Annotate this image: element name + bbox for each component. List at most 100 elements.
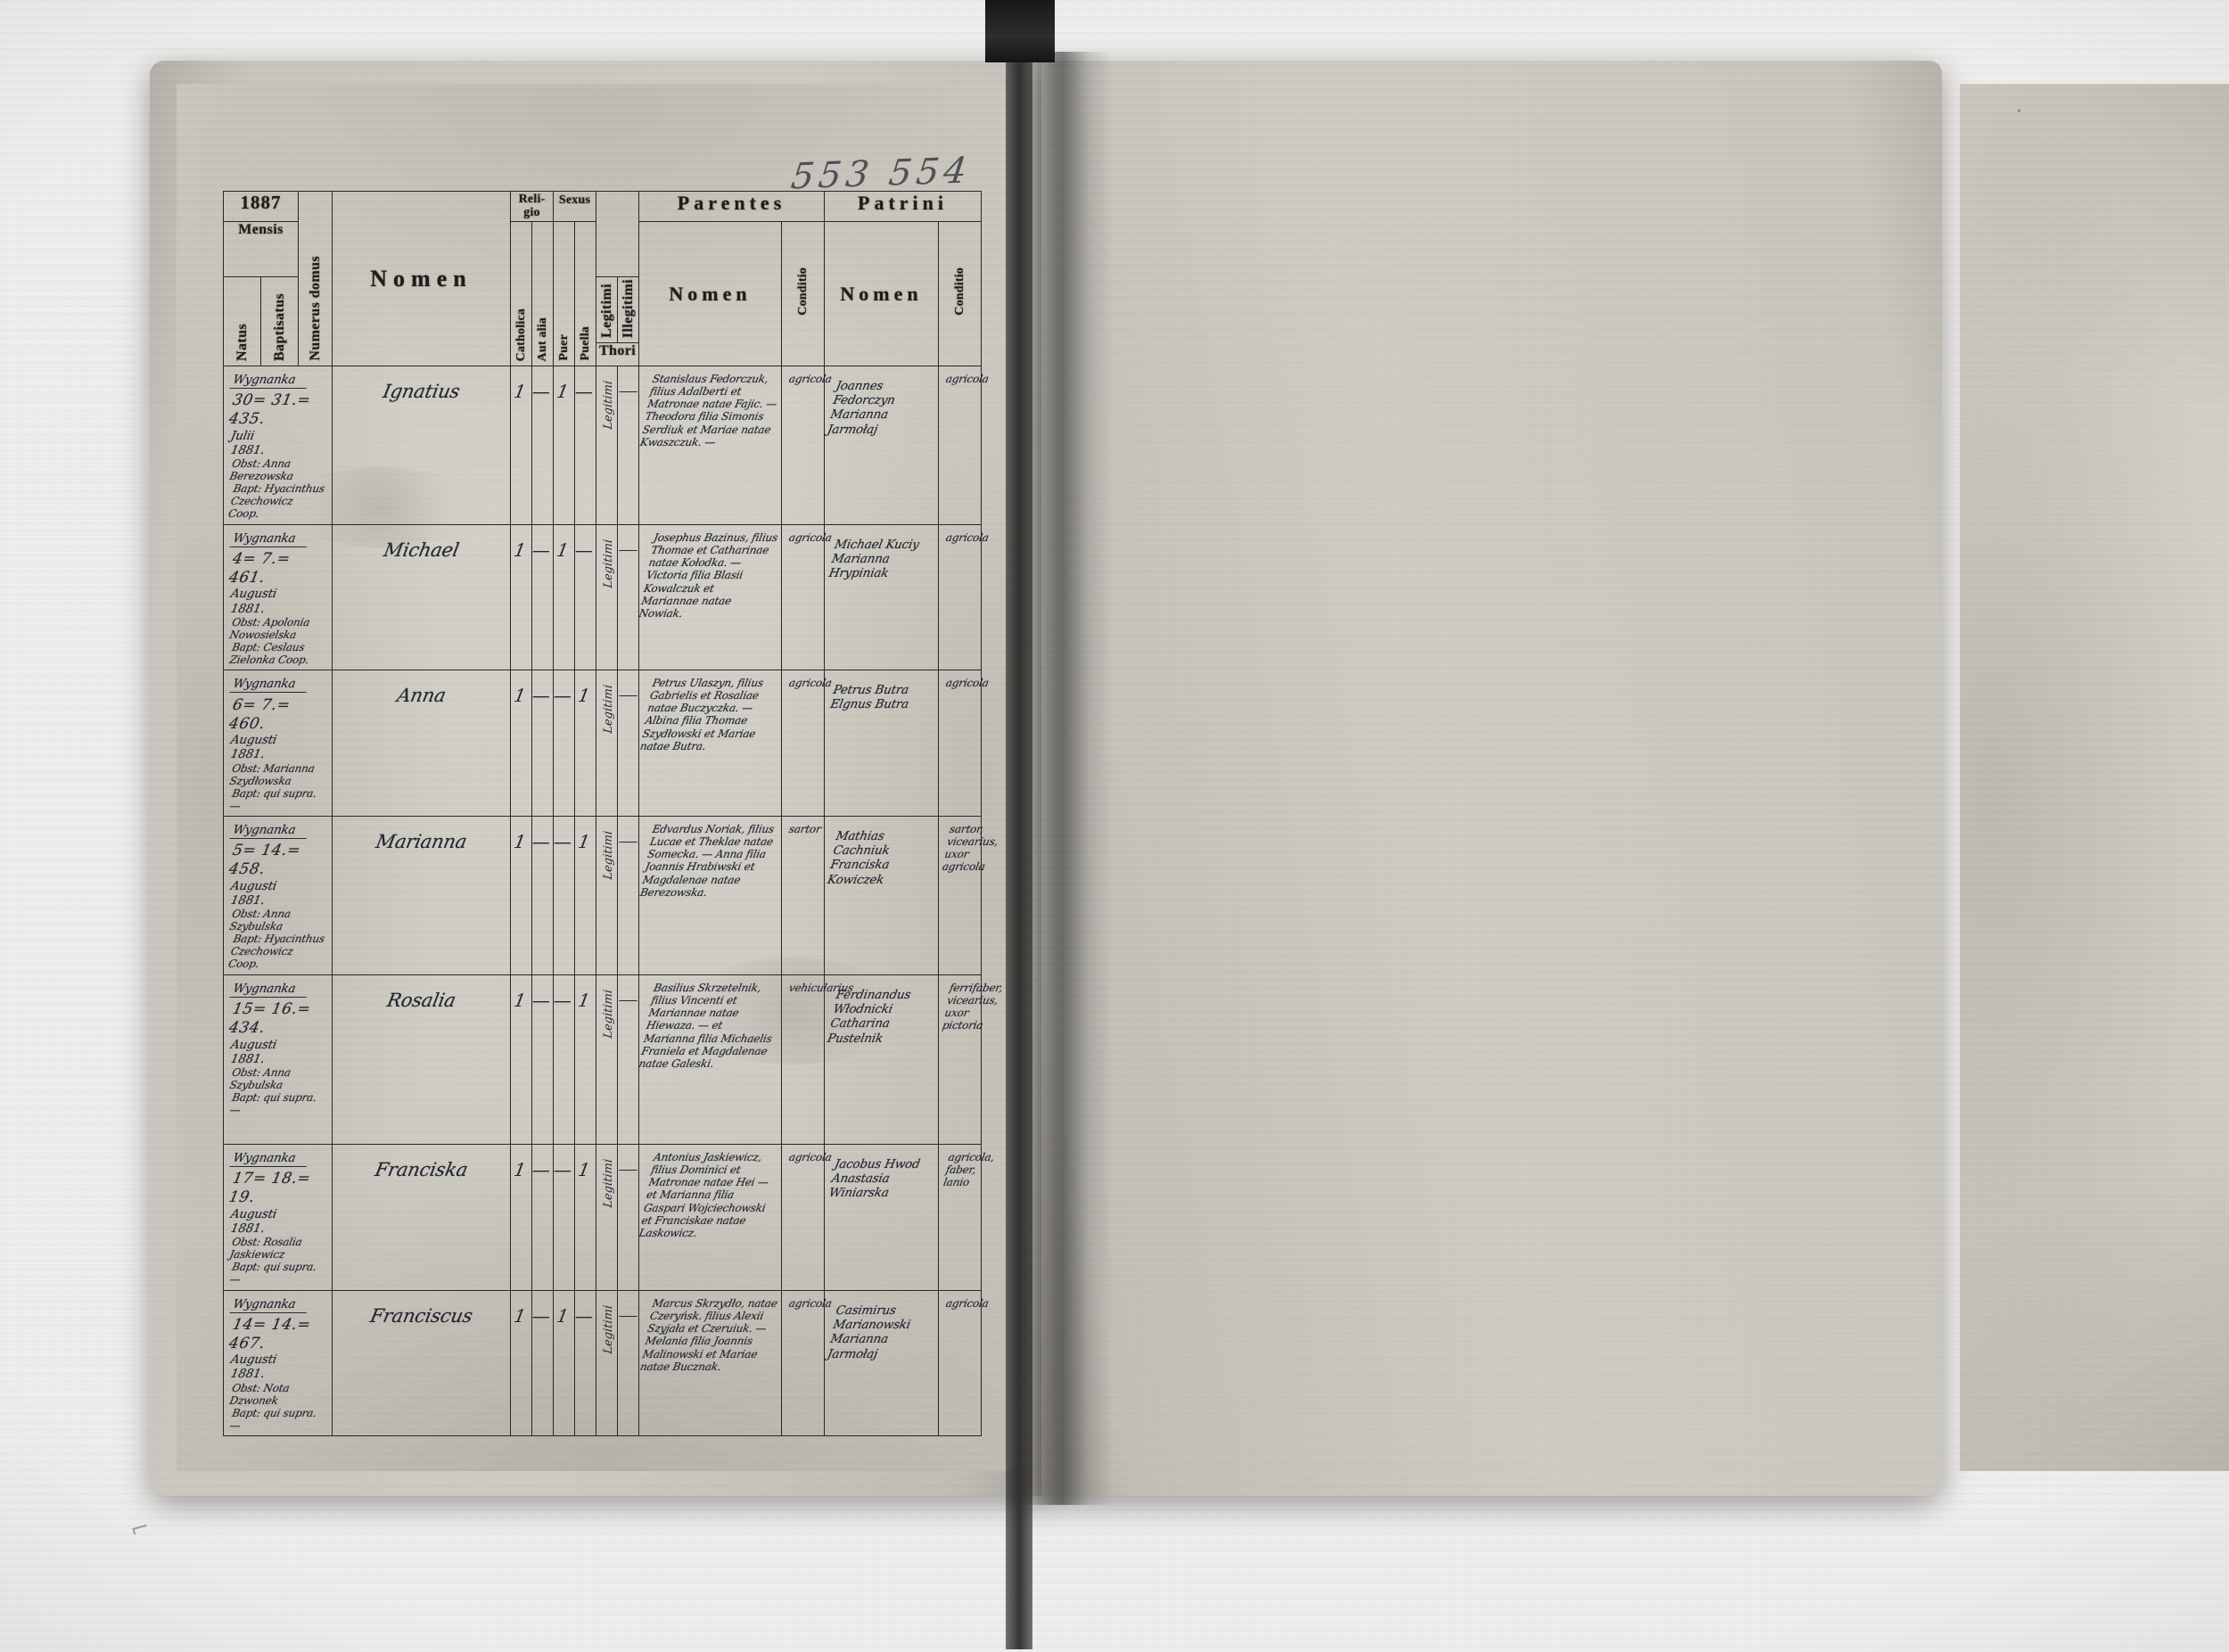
entry-aut-alia[interactable]: — — [531, 1289, 555, 1437]
entry-patrini-conditio[interactable]: agricola — [938, 670, 990, 818]
entry-legitimacy[interactable]: Legitimi — [596, 523, 619, 671]
entry-parentes[interactable]: Marcus Skrzydło, natae Czeryńsk. filius … — [638, 1289, 783, 1437]
entry-legitimacy[interactable]: Legitimi — [596, 816, 619, 975]
entry-thori[interactable]: — — [617, 1143, 640, 1291]
entry-parentes-conditio[interactable]: agricola — [781, 1289, 833, 1437]
entry-parentes-conditio[interactable]: vehicularius — [781, 974, 854, 1145]
entry-puer[interactable]: — — [552, 670, 576, 818]
entry-child-name[interactable]: Anna — [332, 670, 511, 818]
entry-aut-alia[interactable]: — — [531, 816, 555, 975]
entry-parentes[interactable]: Stanislaus Fedorczuk, filius Adalberti e… — [638, 366, 783, 525]
entry-puella[interactable]: 1 — [574, 816, 597, 975]
entry-catholica[interactable]: 1 — [510, 366, 532, 525]
entry-dates-cell[interactable]: Wygnanka 14= 14.= 467. Augusti 1881. Obst: N… — [223, 1289, 333, 1437]
entry-dates-cell[interactable]: Wygnanka 30= 31.= 435. Julii 1881. Obst: Ann… — [223, 366, 333, 525]
entry-puer[interactable]: — — [552, 1143, 576, 1291]
entry-puer[interactable]: 1 — [553, 366, 576, 525]
patrini-text: Casimirus Marianowski Marianna Jarmołaj — [826, 1303, 912, 1361]
table-row[interactable]: Wygnanka 4= 7.= 461. Augusti 1881. Obst: Apo… — [223, 523, 990, 671]
entry-child-name[interactable]: Michael — [332, 523, 511, 671]
entry-catholica[interactable]: 1 — [510, 523, 532, 671]
entry-patrini-conditio[interactable]: ferrifaber, vicearius, uxor pictoria — [938, 974, 1004, 1145]
entry-puella[interactable]: 1 — [574, 670, 597, 818]
table-row[interactable]: Wygnanka 6= 7.= 460. Augusti 1881. Obst: Mar… — [223, 670, 990, 818]
entry-catholica[interactable]: 1 — [510, 1289, 532, 1437]
entry-thori[interactable]: — — [617, 816, 640, 975]
entry-date-numbers: 17= 18.= 19. — [227, 1170, 313, 1206]
entry-legitimacy[interactable]: Legitimi — [596, 670, 619, 818]
entry-parentes[interactable]: Petrus Ulaszyn, filius Gabrielis et Rosa… — [638, 670, 783, 818]
entry-catholica[interactable]: 1 — [510, 670, 532, 818]
entry-dates-cell[interactable]: Wygnanka 6= 7.= 460. Augusti 1881. Obst: Mar… — [223, 670, 333, 818]
entry-aut-alia[interactable]: — — [531, 974, 555, 1145]
entry-parentes-conditio[interactable]: agricola — [781, 1143, 834, 1291]
entry-aut-alia[interactable]: — — [531, 523, 555, 671]
entry-parentes[interactable]: Antonius Jaskiewicz, filius Dominici et … — [637, 1143, 783, 1291]
village-name: Wygnanka — [229, 823, 328, 842]
entry-patrini[interactable]: Michael Kuciy Marianna Hrypiniak — [824, 523, 940, 671]
entry-thori[interactable]: — — [617, 523, 640, 671]
entry-puer[interactable]: — — [552, 974, 576, 1145]
parentes-conditio-text: agricola — [787, 1150, 834, 1163]
entry-puer[interactable]: — — [552, 816, 576, 975]
entry-dates-cell[interactable]: Wygnanka 17= 18.= 19. Augusti 1881. Obst: Ro… — [223, 1143, 333, 1291]
entry-child-name[interactable]: Rosalia — [332, 974, 511, 1145]
entry-child-name[interactable]: Franciska — [332, 1143, 511, 1291]
entry-puella[interactable]: 1 — [574, 974, 597, 1145]
table-row[interactable]: Wygnanka 14= 14.= 467. Augusti 1881. Obst: N… — [223, 1289, 990, 1437]
entry-year: 1881. — [229, 892, 267, 908]
entry-puer[interactable]: 1 — [553, 1289, 576, 1437]
entry-parentes-conditio[interactable]: agricola — [781, 523, 833, 671]
entry-thori[interactable]: — — [617, 974, 640, 1145]
entry-puella[interactable]: — — [573, 366, 597, 525]
entry-legitimacy[interactable]: Legitimi — [596, 366, 619, 525]
entry-aut-alia[interactable]: — — [531, 1143, 555, 1291]
entry-thori[interactable]: — — [617, 366, 640, 525]
entry-parentes[interactable]: Josephus Bazinus, filius Thomae et Catha… — [637, 523, 783, 671]
entry-patrini[interactable]: Ferdinandus Włodnicki Catharina Pustelni… — [824, 974, 940, 1145]
entry-dates-cell[interactable]: Wygnanka 15= 16.= 434. Augusti 1881. Obst: A… — [223, 974, 333, 1145]
entry-patrini[interactable]: Casimirus Marianowski Marianna Jarmołaj — [824, 1289, 940, 1437]
table-row[interactable]: Wygnanka 5= 14.= 458. Augusti 1881. Obst: An… — [223, 816, 999, 975]
entry-puer[interactable]: 1 — [553, 523, 576, 671]
entry-child-name[interactable]: Ignatius — [332, 366, 511, 525]
entry-patrini[interactable]: Jacobus Hwod Anastasia Winiarska — [824, 1143, 940, 1291]
table-row[interactable]: Wygnanka 17= 18.= 19. Augusti 1881. Obst: Ro… — [223, 1143, 996, 1291]
entry-catholica[interactable]: 1 — [510, 1143, 532, 1291]
entry-puella[interactable]: 1 — [574, 1143, 597, 1291]
entry-puella[interactable]: — — [573, 523, 597, 671]
entry-catholica[interactable]: 1 — [510, 816, 532, 975]
entry-puella[interactable]: — — [573, 1289, 597, 1437]
entry-legitimacy[interactable]: Legitimi — [596, 1289, 619, 1437]
entry-parentes[interactable]: Basilius Skrzetelnik, filius Vincenti et… — [637, 974, 783, 1145]
entry-thori[interactable]: — — [617, 670, 640, 818]
entry-legitimacy[interactable]: Legitimi — [596, 974, 619, 1145]
entry-patrini-conditio[interactable]: agricola — [938, 1289, 990, 1437]
entry-parentes-conditio[interactable]: agricola — [781, 670, 833, 818]
entry-aut-alia[interactable]: — — [531, 670, 555, 818]
entry-patrini[interactable]: Joannes Fedorczyn Marianna Jarmołaj — [824, 366, 940, 525]
entry-catholica[interactable]: 1 — [510, 974, 532, 1145]
entry-patrini[interactable]: Mathias Cachniuk Franciska Kowiczek — [824, 816, 940, 975]
entry-parentes[interactable]: Edvardus Noriak, filius Lucae et Theklae… — [638, 816, 783, 975]
entry-patrini-conditio[interactable]: sartor, vicearius, uxor agricola — [938, 816, 999, 975]
table-row[interactable]: Wygnanka 30= 31.= 435. Julii 1881. Obst: Ann… — [223, 366, 990, 525]
thori-dash: — — [619, 989, 637, 1009]
entry-child-name[interactable]: Marianna — [332, 816, 511, 975]
entry-dates-cell[interactable]: Wygnanka 4= 7.= 461. Augusti 1881. Obst: Apo… — [223, 523, 333, 671]
entry-year: 1881. — [229, 1367, 267, 1382]
entry-thori[interactable]: — — [617, 1289, 640, 1437]
entry-parentes-conditio[interactable]: sartor — [781, 816, 826, 975]
entry-legitimacy[interactable]: Legitimi — [596, 1143, 619, 1291]
entry-patrini-conditio[interactable]: agricola, faber, lanio — [938, 1143, 996, 1291]
table-row[interactable]: Wygnanka 15= 16.= 434. Augusti 1881. Obst: A… — [223, 974, 1004, 1145]
entry-patrini-conditio[interactable]: agricola — [938, 523, 990, 671]
entry-aut-alia[interactable]: — — [531, 366, 555, 525]
entry-child-name[interactable]: Franciscus — [332, 1289, 511, 1437]
entry-parentes-conditio[interactable]: agricola — [781, 366, 833, 525]
village-name: Wygnanka — [229, 981, 328, 1000]
entry-patrini-conditio[interactable]: agricola — [938, 366, 990, 525]
entry-dates-cell[interactable]: Wygnanka 5= 14.= 458. Augusti 1881. Obst: An… — [223, 816, 333, 975]
child-name-text: Franciscus — [368, 1304, 474, 1327]
entry-patrini[interactable]: Petrus Butra Elgnus Butra — [824, 670, 940, 818]
